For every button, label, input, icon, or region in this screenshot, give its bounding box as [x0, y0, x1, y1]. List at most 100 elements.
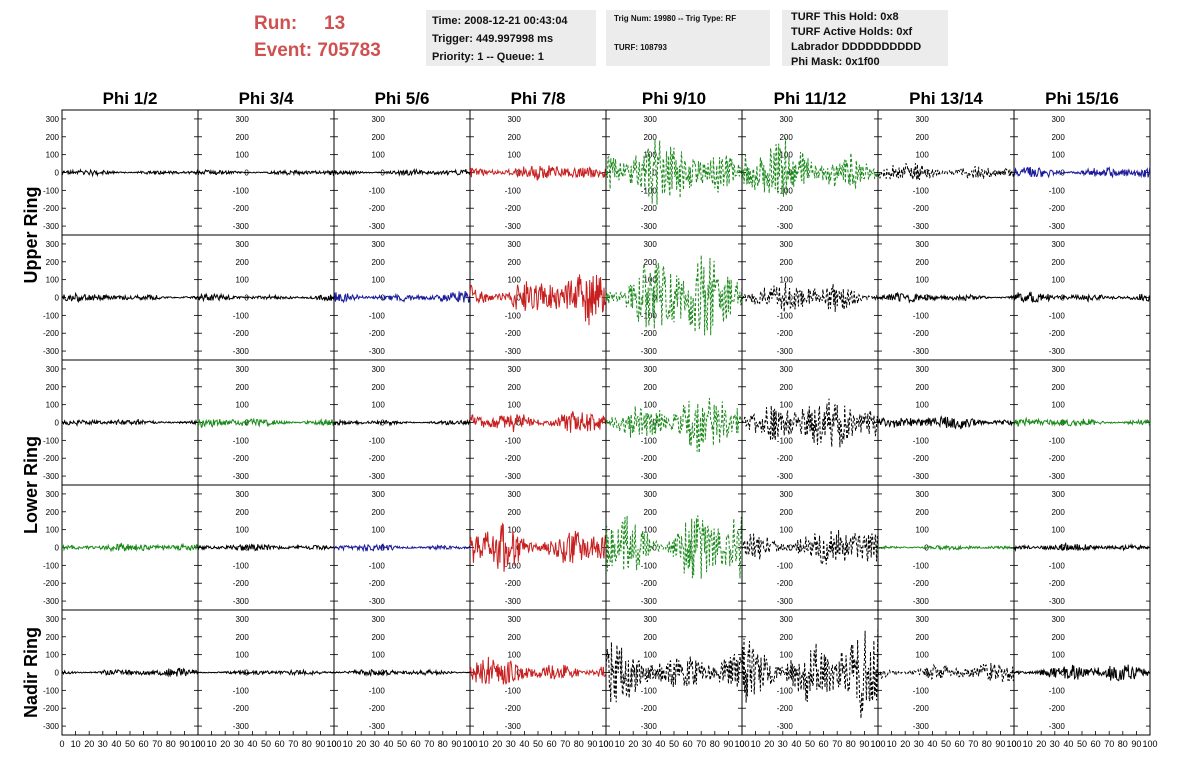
y-tick-label: 100 [915, 276, 929, 285]
x-tick-label: 100 [326, 739, 341, 749]
y-tick-label: -200 [505, 454, 522, 463]
waveform-trace [197, 417, 335, 429]
y-tick-label: 0 [652, 544, 657, 553]
x-tick-label: 100 [1006, 739, 1021, 749]
y-tick-label: 300 [1051, 365, 1065, 374]
x-tick-label: 30 [1050, 739, 1060, 749]
y-tick-label: 100 [46, 276, 60, 285]
y-tick-label: -300 [505, 597, 522, 606]
y-tick-label: 100 [643, 151, 657, 160]
y-tick-label: 100 [371, 526, 385, 535]
y-tick-label: -300 [369, 222, 386, 231]
y-tick-label: 200 [46, 258, 60, 267]
y-tick-label: -300 [43, 722, 60, 731]
y-tick-label: 300 [643, 615, 657, 624]
y-tick-label: -200 [233, 704, 250, 713]
x-tick-label: 90 [995, 739, 1005, 749]
y-tick-label: -200 [233, 454, 250, 463]
y-tick-label: -300 [913, 347, 930, 356]
y-tick-label: -100 [43, 311, 60, 320]
x-tick-label: 0 [1011, 739, 1016, 749]
y-tick-label: -300 [369, 472, 386, 481]
run-event-box: Run: 13 Event: 705783 [254, 10, 381, 64]
waveform-trace [742, 282, 879, 312]
y-tick-label: 0 [788, 419, 793, 428]
y-tick-label: 100 [507, 276, 521, 285]
y-tick-label: 300 [46, 365, 60, 374]
y-tick-label: 200 [643, 508, 657, 517]
y-tick-label: -300 [913, 722, 930, 731]
y-tick-label: 100 [235, 401, 249, 410]
column-header: Phi 9/10 [642, 89, 706, 108]
y-tick-label: -100 [233, 561, 250, 570]
column-header: Phi 3/4 [239, 89, 294, 108]
y-tick-label: 200 [779, 133, 793, 142]
y-tick-label: 100 [507, 401, 521, 410]
waveform-trace [333, 291, 471, 304]
x-tick-label: 50 [397, 739, 407, 749]
x-tick-label: 80 [1118, 739, 1128, 749]
trig-num-text: Trig Num: 19980 -- Trig Type: RF [614, 14, 737, 23]
y-tick-label: 100 [779, 151, 793, 160]
y-tick-label: -300 [1049, 222, 1066, 231]
y-tick-label: -300 [233, 222, 250, 231]
y-tick-label: -100 [1049, 686, 1066, 695]
y-tick-label: -100 [913, 436, 930, 445]
y-tick-label: -200 [43, 454, 60, 463]
y-tick-label: 200 [371, 633, 385, 642]
y-tick-label: 200 [915, 258, 929, 267]
waveform-trace [877, 163, 1015, 181]
y-tick-label: -100 [43, 561, 60, 570]
y-tick-label: 100 [235, 276, 249, 285]
y-tick-label: -300 [641, 347, 658, 356]
y-tick-label: 0 [1060, 669, 1065, 678]
y-tick-label: -300 [777, 472, 794, 481]
column-header: Phi 7/8 [511, 89, 566, 108]
y-tick-label: 300 [643, 490, 657, 499]
x-tick-label: 10 [207, 739, 217, 749]
y-tick-label: -100 [505, 686, 522, 695]
waveform-trace [469, 411, 607, 433]
x-tick-label: 90 [587, 739, 597, 749]
x-tick-label: 90 [723, 739, 733, 749]
y-tick-label: 200 [46, 633, 60, 642]
y-tick-label: 200 [1051, 133, 1065, 142]
y-tick-label: -300 [777, 597, 794, 606]
y-tick-label: 200 [46, 133, 60, 142]
y-tick-label: 100 [46, 401, 60, 410]
x-tick-label: 80 [302, 739, 312, 749]
x-tick-label: 100 [462, 739, 477, 749]
y-tick-label: -300 [913, 597, 930, 606]
panel-frame [333, 234, 471, 361]
y-tick-label: -200 [641, 454, 658, 463]
y-tick-label: -300 [1049, 347, 1066, 356]
y-tick-label: -100 [43, 436, 60, 445]
time-text: Time: 2008-12-21 00:43:04 [432, 15, 568, 27]
y-tick-label: 100 [235, 526, 249, 535]
x-tick-label: 80 [574, 739, 584, 749]
x-tick-label: 60 [955, 739, 965, 749]
y-tick-label: -200 [43, 704, 60, 713]
waveform-trace [1013, 416, 1151, 428]
y-tick-label: -300 [505, 347, 522, 356]
x-tick-label: 10 [887, 739, 897, 749]
x-tick-label: 80 [710, 739, 720, 749]
y-tick-label: 100 [1051, 276, 1065, 285]
waveform-trace [877, 662, 1015, 682]
y-tick-label: 100 [779, 651, 793, 660]
waveform-trace [741, 398, 879, 448]
y-tick-label: -100 [369, 186, 386, 195]
x-tick-label: 90 [859, 739, 869, 749]
panel-frame [605, 234, 743, 361]
y-tick-label: -100 [369, 686, 386, 695]
y-tick-label: 200 [507, 133, 521, 142]
x-tick-label: 0 [195, 739, 200, 749]
y-tick-label: 0 [516, 294, 521, 303]
y-tick-label: 100 [915, 526, 929, 535]
y-tick-label: -200 [913, 579, 930, 588]
waveform-trace [469, 274, 607, 326]
phi-mask-text: Phi Mask: 0x1f00 [791, 56, 880, 68]
turf-info-box: TURF This Hold: 0x8 TURF Active Holds: 0… [782, 10, 948, 68]
y-tick-label: 0 [1060, 544, 1065, 553]
